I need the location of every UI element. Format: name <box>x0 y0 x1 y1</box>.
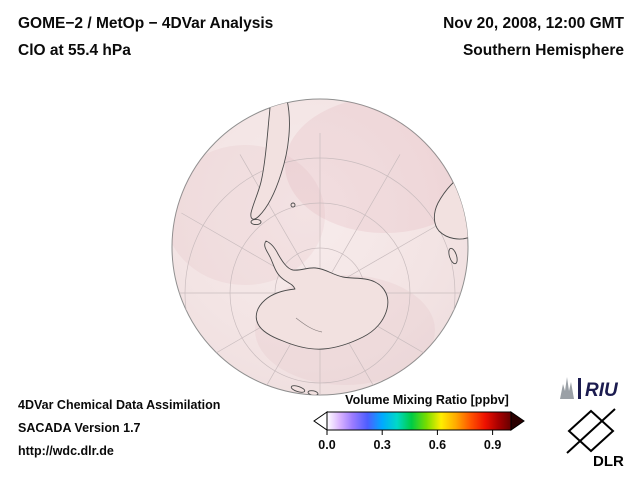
dlr-diamond-icon <box>567 409 615 453</box>
page-title: GOME−2 / MetOp − 4DVar Analysis <box>18 15 274 32</box>
timestamp: Nov 20, 2008, 12:00 GMT <box>443 15 624 32</box>
header-left: GOME−2 / MetOp − 4DVar Analysis ClO at 5… <box>18 10 273 64</box>
falkland-islands <box>290 202 296 208</box>
dlr-logo: DLR <box>566 408 624 470</box>
colorbar-tick-label: 0.9 <box>484 438 501 452</box>
new-zealand-north-island <box>307 390 319 395</box>
credit-line: 4DVar Chemical Data Assimilation <box>18 398 221 412</box>
new-zealand-south-island <box>290 385 306 393</box>
south-america-coastline <box>250 99 290 220</box>
tierra-del-fuego-island <box>250 218 262 226</box>
riu-cathedral-icon <box>560 377 574 399</box>
dlr-logo-text: DLR <box>593 453 624 469</box>
colorbar: 0.0 0.3 0.6 0.9 <box>313 411 525 452</box>
footer-credits: 4DVar Chemical Data Assimilation SACADA … <box>18 394 220 463</box>
colorbar-tick-label: 0.3 <box>374 438 391 452</box>
dlr-swoosh-icon <box>566 408 616 454</box>
madagascar-island <box>448 247 458 265</box>
logo-block: RIU DLR <box>554 374 632 474</box>
riu-logo-text: RIU <box>585 380 619 401</box>
colorbar-left-arrow <box>313 411 328 431</box>
colorbar-title: Volume Mixing Ratio [ppbv] <box>345 393 509 407</box>
colorbar-right-arrow <box>510 411 525 431</box>
colorbar-tick-label: 0.6 <box>429 438 446 452</box>
colorbar-body <box>326 411 512 431</box>
header-right: Nov 20, 2008, 12:00 GMT Southern Hemisph… <box>443 10 624 64</box>
antarctica-coastline <box>255 240 389 350</box>
colorbar-ticks: 0.0 0.3 0.6 0.9 <box>318 430 501 452</box>
ice-shelf-edge <box>295 317 323 333</box>
page-subtitle: ClO at 55.4 hPa <box>18 42 131 59</box>
riu-logo: RIU <box>560 377 619 401</box>
url-line: http://wdc.dlr.de <box>18 444 114 458</box>
colorbar-block: Volume Mixing Ratio [ppbv] 0.0 0.3 0.6 0.9 <box>310 393 544 460</box>
version-line: SACADA Version 1.7 <box>18 421 141 435</box>
colorbar-tick-label: 0.0 <box>318 438 335 452</box>
hemisphere-label: Southern Hemisphere <box>462 42 624 59</box>
